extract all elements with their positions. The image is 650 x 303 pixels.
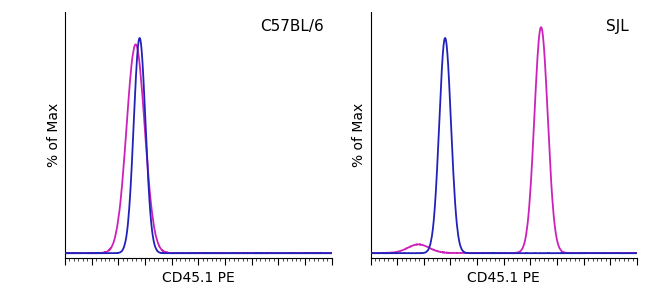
X-axis label: CD45.1 PE: CD45.1 PE <box>162 271 235 285</box>
Text: C57BL/6: C57BL/6 <box>260 19 324 35</box>
Text: SJL: SJL <box>606 19 629 35</box>
Y-axis label: % of Max: % of Max <box>47 103 61 167</box>
X-axis label: CD45.1 PE: CD45.1 PE <box>467 271 540 285</box>
Y-axis label: % of Max: % of Max <box>352 103 367 167</box>
